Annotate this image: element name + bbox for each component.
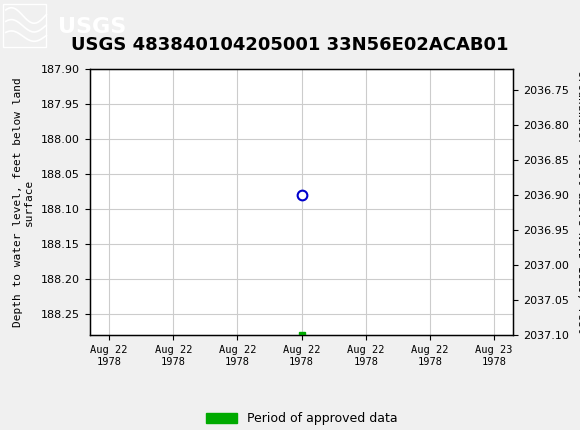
Text: USGS: USGS xyxy=(58,17,126,37)
Y-axis label: Groundwater level above NGVD 1929, feet: Groundwater level above NGVD 1929, feet xyxy=(576,71,580,334)
Y-axis label: Depth to water level, feet below land
surface: Depth to water level, feet below land su… xyxy=(13,77,34,327)
Legend: Period of approved data: Period of approved data xyxy=(201,408,403,430)
Text: USGS 483840104205001 33N56E02ACAB01: USGS 483840104205001 33N56E02ACAB01 xyxy=(71,36,509,54)
